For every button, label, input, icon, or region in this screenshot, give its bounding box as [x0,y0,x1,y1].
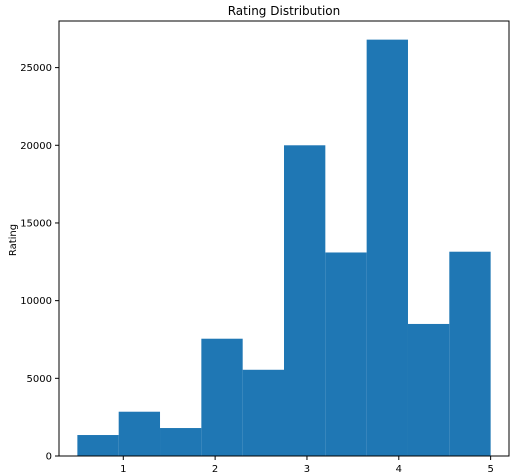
x-tick-label: 5 [487,464,493,475]
x-axis-ticks: 1 2 3 4 5 [120,456,494,475]
y-axis-ticks: 0 5000 10000 15000 20000 25000 [20,63,59,463]
y-tick-label: 5000 [27,374,52,385]
histogram-bar [77,435,119,456]
histogram-bar [284,145,326,457]
x-tick-label: 1 [120,464,126,475]
histogram-bar [366,39,408,456]
y-axis-label: Rating [8,224,19,256]
y-tick-label: 0 [46,452,52,463]
histogram-bar [201,338,243,456]
y-tick-label: 25000 [20,63,52,74]
x-tick-label: 4 [396,464,402,475]
bars-layer [77,39,491,457]
histogram-bar [160,428,202,456]
chart-title: Rating Distribution [228,4,341,18]
x-tick-label: 2 [212,464,218,475]
histogram-bar [449,251,491,456]
y-tick-label: 20000 [20,141,52,152]
histogram-bar [242,369,284,456]
plot-frame [58,20,510,457]
y-tick-label: 10000 [20,296,52,307]
y-tick-label: 15000 [20,218,52,229]
histogram-bar [407,323,450,456]
histogram-bar [118,411,161,456]
x-tick-label: 3 [304,464,310,475]
histogram-bar [325,252,367,456]
